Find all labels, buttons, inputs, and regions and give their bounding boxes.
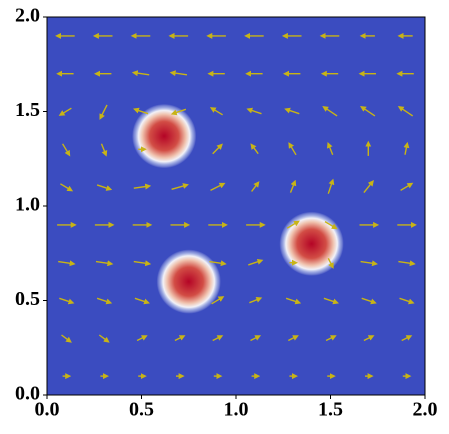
arrow bbox=[99, 104, 108, 120]
x-tick-label: 1.5 bbox=[318, 399, 343, 421]
arrow bbox=[60, 183, 74, 192]
arrow bbox=[322, 105, 338, 117]
y-tick-label: 0.5 bbox=[15, 288, 40, 310]
arrow bbox=[209, 260, 227, 267]
arrow bbox=[98, 334, 110, 343]
arrow bbox=[327, 141, 334, 156]
arrow bbox=[58, 107, 72, 116]
arrow bbox=[323, 297, 339, 305]
arrow bbox=[360, 105, 376, 117]
arrow bbox=[400, 182, 414, 192]
y-tick-label: 2.0 bbox=[15, 5, 40, 27]
arrow bbox=[361, 297, 377, 305]
arrow bbox=[403, 141, 410, 155]
arrow bbox=[210, 182, 226, 192]
arrow bbox=[325, 335, 337, 342]
arrow bbox=[285, 297, 302, 305]
arrow bbox=[286, 220, 300, 229]
arrow bbox=[249, 297, 263, 304]
arrow bbox=[250, 143, 259, 155]
arrow bbox=[61, 143, 71, 157]
arrow bbox=[398, 260, 416, 267]
arrow bbox=[401, 335, 413, 342]
x-tick-label: 0.0 bbox=[35, 399, 60, 421]
plot-background bbox=[47, 17, 425, 395]
arrow bbox=[287, 335, 299, 342]
x-tick-label: 2.0 bbox=[413, 399, 438, 421]
arrow bbox=[327, 178, 335, 194]
y-tick-label: 1.5 bbox=[15, 99, 40, 121]
arrow bbox=[100, 143, 108, 157]
arrow bbox=[363, 335, 375, 342]
arrow bbox=[211, 296, 225, 305]
y-tick-label: 0.0 bbox=[15, 383, 40, 405]
arrow bbox=[136, 335, 148, 342]
arrow bbox=[133, 107, 149, 115]
arrow bbox=[284, 107, 300, 115]
arrow bbox=[133, 183, 152, 190]
arrow bbox=[250, 335, 262, 342]
arrow bbox=[170, 108, 187, 116]
arrow bbox=[360, 260, 378, 267]
arrow bbox=[327, 257, 334, 269]
arrow bbox=[248, 258, 264, 266]
arrow bbox=[61, 334, 72, 343]
arrow bbox=[288, 142, 297, 156]
arrow bbox=[212, 335, 224, 342]
arrow bbox=[58, 260, 76, 267]
y-tick-label: 1.0 bbox=[15, 194, 40, 216]
arrow bbox=[397, 105, 414, 117]
arrow bbox=[133, 260, 152, 267]
arrow bbox=[59, 297, 75, 305]
blob bbox=[132, 103, 197, 169]
arrow bbox=[289, 179, 297, 193]
arrow bbox=[95, 260, 114, 267]
arrow bbox=[131, 70, 150, 77]
arrow bbox=[363, 180, 374, 194]
arrow bbox=[96, 184, 113, 191]
arrow bbox=[171, 183, 189, 190]
arrow bbox=[169, 70, 188, 77]
arrow bbox=[96, 297, 113, 305]
blob bbox=[156, 249, 221, 314]
arrow bbox=[209, 107, 223, 116]
x-tick-label: 1.0 bbox=[224, 399, 249, 421]
blob bbox=[279, 211, 344, 276]
arrow bbox=[324, 220, 338, 230]
arrow bbox=[399, 297, 415, 305]
arrow bbox=[246, 107, 262, 115]
arrow bbox=[251, 181, 260, 192]
arrow bbox=[174, 335, 186, 342]
x-tick-label: 0.5 bbox=[129, 399, 154, 421]
arrow bbox=[212, 143, 223, 155]
arrow bbox=[134, 297, 150, 305]
